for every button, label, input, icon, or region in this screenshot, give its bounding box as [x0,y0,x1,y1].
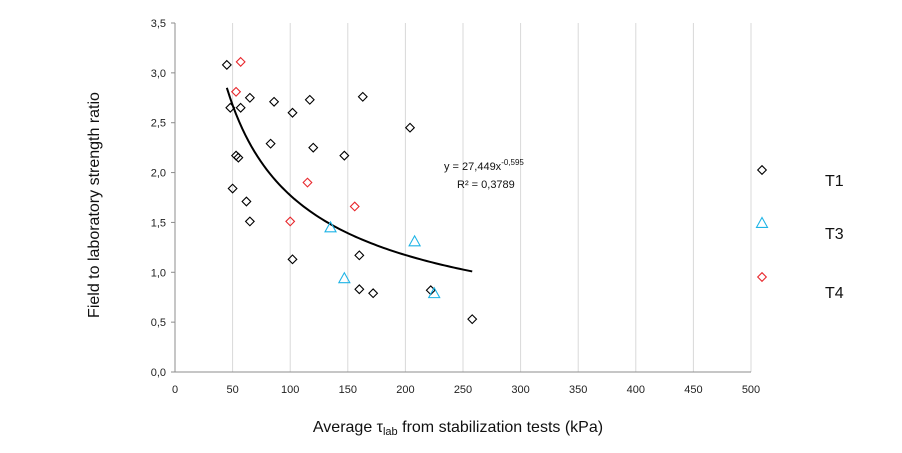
point-t1 [227,183,238,194]
gridlines [232,23,752,372]
x-tick-label: 150 [339,384,357,396]
point-t4 [285,216,296,227]
x-tick-label: 50 [226,384,238,396]
trendline-group [225,87,473,273]
point-t1 [404,122,416,133]
trendline-r-squared: R² = 0,3789 [457,179,515,191]
x-tick-label: 500 [742,384,760,396]
y-tick-label: 2,0 [151,168,166,180]
x-tick-label: 0 [172,384,178,396]
x-tick-label: 100 [281,384,299,396]
point-t1 [304,94,315,105]
legend-label-t3: T3 [825,226,844,243]
y-axis-title: Field to laboratory strength ratio [86,92,103,318]
point-t3 [427,286,441,299]
legend-marker-t3 [755,216,769,228]
x-tick-labels: 0 50 100 150 200 250 300 350 400 450 500 [172,384,760,396]
x-axis-title: Average τlab from stabilization tests (k… [313,419,603,438]
x-tick-label: 450 [684,384,702,396]
x-tick-label: 300 [511,384,529,396]
x-tick-label: 350 [569,384,587,396]
x-tick-label: 200 [396,384,414,396]
point-t4 [302,177,313,188]
data-points [221,56,478,325]
legend-marker-t1 [756,164,768,176]
point-t1 [225,102,236,113]
point-t4 [349,201,360,212]
y-tick-labels: 0,0 0,5 1,0 1,5 2,0 2,5 3,0 3,5 [151,18,166,379]
point-t3 [324,220,337,233]
point-t1 [308,142,319,153]
legend: T1 T3 T4 [755,164,844,302]
point-t1 [467,314,478,325]
y-tick-label: 3,0 [151,68,166,80]
point-t1 [235,102,246,113]
x-tick-label: 400 [627,384,645,396]
point-t1 [244,216,255,227]
point-t1 [287,254,298,265]
trendline-equation: y = 27,449x-0,595 [444,158,524,173]
point-t1 [265,138,276,149]
legend-marker-t4 [756,271,768,283]
y-tick-label: 0,0 [151,367,166,379]
point-t3 [337,271,351,284]
point-t1 [354,284,365,295]
y-tick-label: 1,5 [151,217,166,229]
point-t3 [408,234,422,247]
axes [171,22,751,373]
point-t1 [368,288,379,299]
y-tick-label: 3,5 [151,18,166,30]
point-t1 [221,59,232,70]
point-t1 [354,250,365,261]
y-tick-label: 0,5 [151,317,166,329]
point-t1 [241,196,252,207]
point-t4 [235,56,246,67]
point-t1 [268,96,280,107]
point-t1 [233,152,244,163]
legend-label-t1: T1 [825,173,844,190]
y-tick-label: 1,0 [151,267,166,279]
point-t4 [230,86,242,97]
y-tick-label: 2,5 [151,118,166,130]
x-tick-label: 250 [454,384,472,396]
point-t1 [339,150,350,161]
point-t1 [357,91,368,102]
point-t1 [244,92,255,103]
trendline [225,87,473,273]
point-t1 [287,107,298,118]
legend-label-t4: T4 [825,285,844,302]
